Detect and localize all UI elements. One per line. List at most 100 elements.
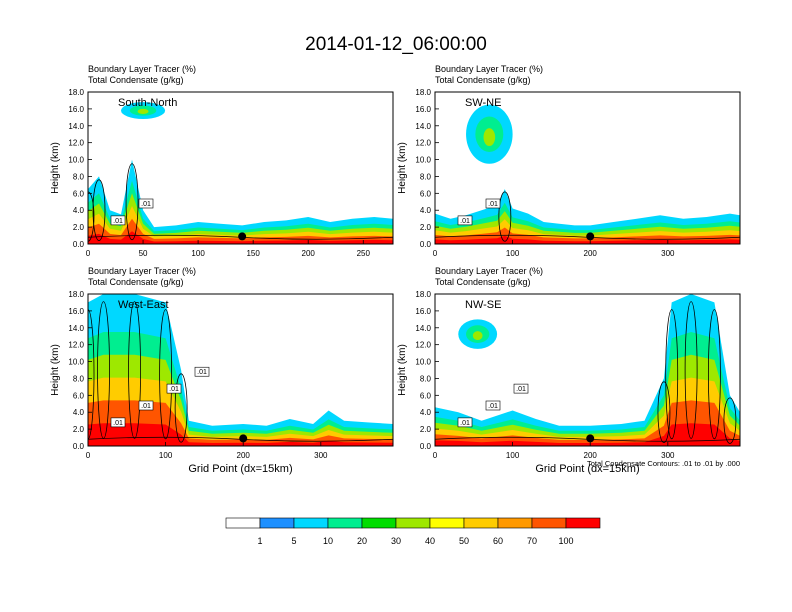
y-tick-label: 6.0 — [420, 391, 432, 400]
y-tick-label: 0.0 — [73, 442, 85, 451]
tracer-level-band-1 — [88, 180, 393, 244]
field-title-condensate: Total Condensate (g/kg) — [435, 277, 531, 287]
x-tick-label: 200 — [584, 249, 598, 258]
colorbar-swatch — [225, 517, 261, 529]
condensate-contour — [707, 309, 721, 440]
location-marker — [238, 232, 247, 241]
y-tick-label: 10.0 — [415, 156, 431, 165]
panel-sw-ne: Boundary Layer Tracer (%)Total Condensat… — [397, 64, 741, 258]
y-axis-label: Height (km) — [397, 142, 408, 194]
colorbar-swatch — [463, 517, 499, 529]
colorbar-swatch — [395, 517, 431, 529]
y-axis-label: Height (km) — [397, 344, 408, 396]
y-tick-label: 8.0 — [73, 374, 85, 383]
field-title-tracer: Boundary Layer Tracer (%) — [435, 266, 543, 276]
y-tick-label: 18.0 — [68, 88, 84, 97]
field-title-condensate: Total Condensate (g/kg) — [435, 75, 531, 85]
contour-label-box — [513, 383, 529, 394]
x-axis-label: Grid Point (dx=15km) — [535, 463, 639, 475]
colorbar: 1 5 10 20 30 40 50 60 70 100 — [225, 517, 601, 546]
upper-tracer-plume-peak — [483, 128, 496, 147]
panel-label: South-North — [118, 97, 177, 109]
plot-area: .01 .01 — [435, 92, 740, 244]
field-title-tracer: Boundary Layer Tracer (%) — [88, 266, 196, 276]
panel-west-east: Boundary Layer Tracer (%)Total Condensat… — [50, 266, 394, 475]
x-tick-label: 100 — [506, 249, 520, 258]
colorbar-swatch — [327, 517, 363, 529]
y-tick-label: 4.0 — [420, 206, 432, 215]
contour-label-box — [138, 400, 154, 411]
x-tick-label: 300 — [314, 451, 328, 460]
contour-label: .01 — [141, 403, 151, 410]
y-tick-label: 12.0 — [415, 341, 431, 350]
tracer-level-band-5 — [435, 235, 740, 244]
location-marker — [239, 434, 248, 443]
upper-tracer-plume-peak — [137, 108, 149, 114]
x-tick-label: 200 — [237, 451, 251, 460]
contour-label: .01 — [141, 201, 151, 208]
x-tick-label: 300 — [661, 249, 675, 258]
y-tick-label: 18.0 — [415, 290, 431, 299]
contour-label: .01 — [460, 420, 470, 427]
y-tick-label: 10.0 — [415, 358, 431, 367]
colorbar-level-label: 40 — [425, 536, 435, 546]
colorbar-swatch — [293, 517, 329, 529]
y-tick-label: 0.0 — [73, 240, 85, 249]
plot-area: .01 .01 — [88, 92, 393, 244]
condensate-contour — [125, 163, 139, 241]
x-tick-label: 100 — [506, 451, 520, 460]
colorbar-swatch — [429, 517, 465, 529]
panel-frame — [434, 293, 741, 447]
panel-frame — [87, 293, 394, 447]
colorbar-level-label: 20 — [357, 536, 367, 546]
colorbar-swatch — [361, 517, 397, 529]
panel-nw-se: Boundary Layer Tracer (%)Total Condensat… — [397, 266, 741, 475]
contour-label-box — [485, 198, 501, 209]
field-title-condensate: Total Condensate (g/kg) — [88, 277, 184, 287]
figure-title: 2014-01-12_06:00:00 — [305, 34, 487, 55]
x-tick-label: 100 — [159, 451, 173, 460]
tracer-level-band-5 — [88, 423, 393, 446]
contour-label-box — [485, 400, 501, 411]
contour-note: Total Condensate Contours: .01 to .01 by… — [587, 459, 740, 468]
y-tick-label: 0.0 — [420, 240, 432, 249]
contour-label-box — [166, 383, 182, 394]
tracer-level-band-2 — [88, 193, 393, 244]
colorbar-swatch — [497, 517, 533, 529]
contour-label: .01 — [488, 201, 498, 208]
contour-label: .01 — [169, 386, 179, 393]
location-marker — [586, 232, 595, 241]
y-tick-label: 12.0 — [68, 139, 84, 148]
y-tick-label: 16.0 — [68, 307, 84, 316]
x-tick-label: 0 — [86, 451, 91, 460]
contour-label-box — [110, 215, 126, 226]
x-tick-label: 200 — [302, 249, 316, 258]
colorbar-level-label: 60 — [493, 536, 503, 546]
colorbar-level-label: 5 — [291, 536, 296, 546]
y-tick-label: 2.0 — [420, 425, 432, 434]
colorbar-swatch — [565, 517, 601, 529]
condensate-contour — [657, 381, 671, 444]
colorbar-level-label: 100 — [558, 536, 573, 546]
panel-label: SW-NE — [465, 97, 501, 109]
y-tick-label: 12.0 — [68, 341, 84, 350]
contour-label-box — [194, 366, 210, 377]
y-axis-label: Height (km) — [50, 344, 61, 396]
colorbar-level-label: 30 — [391, 536, 401, 546]
condensate-contour — [88, 191, 95, 242]
colorbar-level-label: 1 — [257, 536, 262, 546]
colorbar-level-label: 70 — [527, 536, 537, 546]
x-tick-label: 50 — [139, 249, 148, 258]
x-tick-label: 0 — [86, 249, 91, 258]
y-tick-label: 16.0 — [415, 307, 431, 316]
y-tick-label: 8.0 — [420, 374, 432, 383]
y-tick-label: 4.0 — [73, 206, 85, 215]
tracer-level-band-5 — [435, 423, 740, 446]
y-tick-label: 10.0 — [68, 156, 84, 165]
y-tick-label: 16.0 — [68, 105, 84, 114]
y-tick-label: 0.0 — [420, 442, 432, 451]
contour-label: .01 — [197, 369, 207, 376]
condensate-contour — [128, 301, 141, 439]
y-tick-label: 16.0 — [415, 105, 431, 114]
tracer-level-band-3 — [88, 206, 393, 244]
